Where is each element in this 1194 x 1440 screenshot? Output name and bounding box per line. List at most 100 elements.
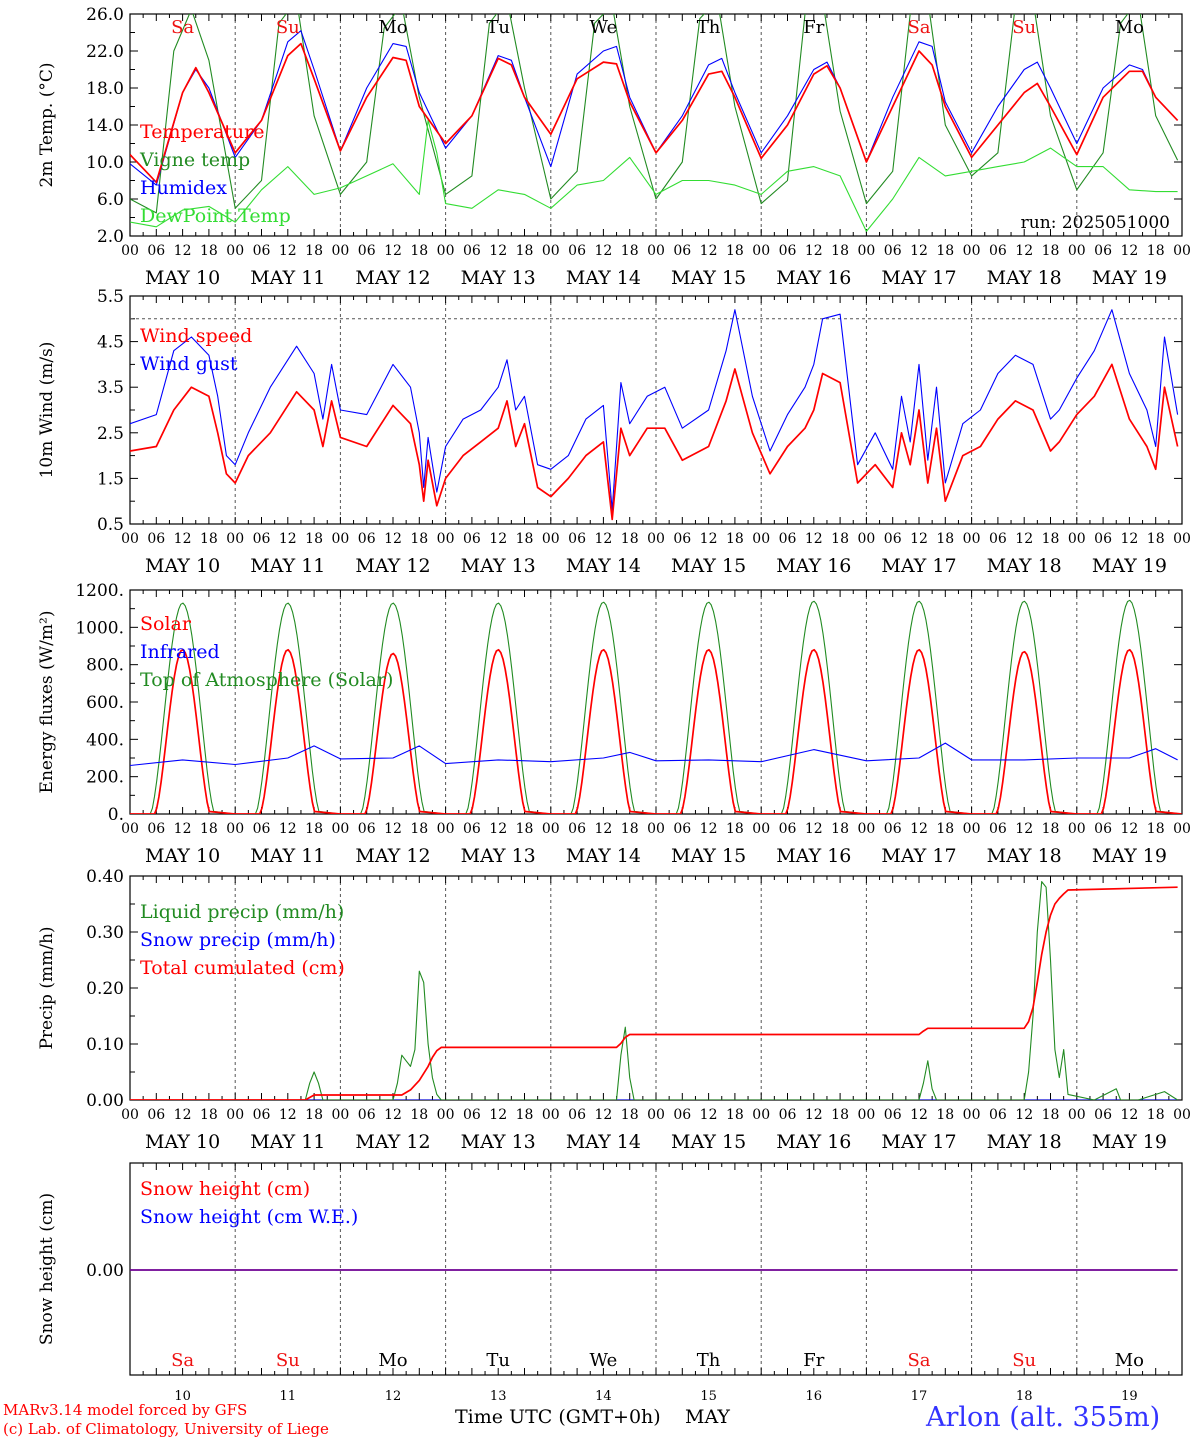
y-axis-title: 10m Wind (m/s) bbox=[37, 342, 57, 479]
x-tick-label: 00 bbox=[1068, 531, 1086, 547]
weekday-label: Su bbox=[276, 17, 300, 38]
x-tick-label: 06 bbox=[253, 1107, 271, 1123]
x-tick-label: 18 bbox=[1042, 1107, 1060, 1123]
x-tick-label: 18 bbox=[410, 531, 428, 547]
weekday-label: Th bbox=[697, 1350, 721, 1371]
series-humidex bbox=[130, 30, 1178, 186]
x-tick-label: 12 bbox=[594, 243, 612, 259]
x-tick-label: 18 bbox=[831, 243, 849, 259]
weekday-label: Mo bbox=[378, 1350, 407, 1371]
x-tick-label: 12 bbox=[489, 243, 507, 259]
x-tick-label: 18 bbox=[516, 1107, 534, 1123]
day-label: MAY 11 bbox=[250, 845, 325, 867]
y-tick-label: 0.40 bbox=[86, 867, 124, 887]
x-tick-label: 00 bbox=[542, 243, 560, 259]
x-tick-label: 06 bbox=[147, 243, 165, 259]
x-tick-label: 12 bbox=[910, 1107, 928, 1123]
day-label: MAY 14 bbox=[566, 555, 641, 577]
x-tick-label: 12 bbox=[805, 1107, 823, 1123]
weekday-label: Mo bbox=[1115, 1350, 1144, 1371]
x-tick-label: 06 bbox=[358, 531, 376, 547]
x-tick-label: 12 bbox=[1015, 243, 1033, 259]
series-group bbox=[130, 309, 1179, 521]
x-tick-label: 18 bbox=[936, 243, 954, 259]
x-tick-label: 18 bbox=[200, 821, 218, 837]
y-tick-label: 0.00 bbox=[86, 1091, 124, 1111]
x-tick-label: 00 bbox=[437, 531, 455, 547]
y-tick-label: 2.0 bbox=[97, 227, 124, 247]
day-label: MAY 15 bbox=[671, 845, 746, 867]
x-tick-label: 18 bbox=[200, 531, 218, 547]
legend-entry: Wind speed bbox=[140, 325, 252, 347]
weekday-label: We bbox=[590, 1350, 618, 1371]
x-tick-label: 00 bbox=[963, 1107, 981, 1123]
x-tick-label: 06 bbox=[463, 821, 481, 837]
x-tick-label: 06 bbox=[779, 1107, 797, 1123]
x-tick-label: 00 bbox=[752, 1107, 770, 1123]
legend-entry: Liquid precip (mm/h) bbox=[140, 901, 344, 923]
x-tick-label: 06 bbox=[358, 243, 376, 259]
panel-2: 0.5 1.5 2.5 3.5 4.5 5.5 10m Wind (m/s) 00 06 12 18… bbox=[37, 287, 1191, 577]
day-label: MAY 10 bbox=[145, 1131, 220, 1153]
x-tick-label: 18 bbox=[1147, 1107, 1165, 1123]
x-tick-label: 18 bbox=[410, 1107, 428, 1123]
x-tick-label: 06 bbox=[463, 1107, 481, 1123]
x-tick-label: 12 bbox=[279, 243, 297, 259]
x-tick-label: 06 bbox=[779, 821, 797, 837]
x-tick-label: 18 bbox=[621, 531, 639, 547]
day-label: MAY 14 bbox=[566, 845, 641, 867]
weekday-label: Tu bbox=[486, 1350, 510, 1371]
x-tick-label: 00 bbox=[857, 1107, 875, 1123]
x-tick-label: 12 bbox=[1120, 531, 1138, 547]
x-tick-label: 06 bbox=[253, 531, 271, 547]
x-tick-label: 00 bbox=[752, 821, 770, 837]
x-tick-label: 00 bbox=[1068, 1107, 1086, 1123]
day-label: MAY 11 bbox=[250, 555, 325, 577]
x-tick-label: 06 bbox=[147, 821, 165, 837]
x-tick-label: 18 bbox=[831, 821, 849, 837]
y-tick-label: 0.10 bbox=[86, 1035, 124, 1055]
series-infrared bbox=[130, 742, 1178, 767]
x-tick-label: 00 bbox=[331, 821, 349, 837]
x-tick-label: 00 bbox=[226, 821, 244, 837]
x-tick-label: 18 bbox=[410, 821, 428, 837]
x-tick-label: 06 bbox=[463, 243, 481, 259]
y-tick-label: 400. bbox=[86, 730, 124, 750]
weekday-label: Su bbox=[1012, 17, 1036, 38]
x-tick-label: 12 bbox=[174, 531, 192, 547]
y-tick-label: 26.0 bbox=[86, 5, 124, 25]
panel-5: 0.00 Snow height (cm) Snow height (cm) Snow… bbox=[37, 1162, 1183, 1404]
x-tick-label: 12 bbox=[489, 821, 507, 837]
series-vigne-temp bbox=[130, 14, 1179, 214]
x-tick-label: 18 bbox=[936, 1107, 954, 1123]
y-axis-title: 2m Temp. (°C) bbox=[37, 62, 57, 187]
x-tick-label: 00 bbox=[331, 1107, 349, 1123]
x-tick-label: 00 bbox=[542, 1107, 560, 1123]
x-tick-label: 12 bbox=[805, 243, 823, 259]
x-tick-label: 00 bbox=[1173, 243, 1191, 259]
x-tick-label: 06 bbox=[358, 821, 376, 837]
day-label: MAY 14 bbox=[566, 1131, 641, 1153]
x-tick-label: 06 bbox=[884, 1107, 902, 1123]
day-label: MAY 10 bbox=[145, 845, 220, 867]
x-tick-label: 18 bbox=[1147, 531, 1165, 547]
legend-entry: Snow height (cm) bbox=[140, 1178, 310, 1200]
y-axis-title: Snow height (cm) bbox=[37, 1193, 57, 1345]
x-tick-label: 06 bbox=[147, 1107, 165, 1123]
x-tick-label: 18 bbox=[305, 821, 323, 837]
day-label: MAY 11 bbox=[250, 1131, 325, 1153]
x-tick-label: 12 bbox=[279, 821, 297, 837]
panel-4: 0.00 0.10 0.20 0.30 0.40 Precip (mm/h) 00 06 12 1… bbox=[37, 867, 1191, 1153]
y-tick-label: 18.0 bbox=[86, 79, 124, 99]
x-tick-label: 18 bbox=[1147, 243, 1165, 259]
y-tick-label: 22.0 bbox=[86, 42, 124, 62]
x-tick-label: 12 bbox=[1120, 821, 1138, 837]
x-tick-label: 00 bbox=[647, 821, 665, 837]
day-number: 18 bbox=[1016, 1389, 1033, 1404]
legend-entry: Snow precip (mm/h) bbox=[140, 929, 336, 951]
weekday-label: Fr bbox=[803, 17, 824, 38]
x-tick-label: 00 bbox=[226, 243, 244, 259]
x-tick-label: 18 bbox=[621, 821, 639, 837]
y-tick-label: 0.20 bbox=[86, 979, 124, 999]
y-tick-label: 10.0 bbox=[86, 153, 124, 173]
